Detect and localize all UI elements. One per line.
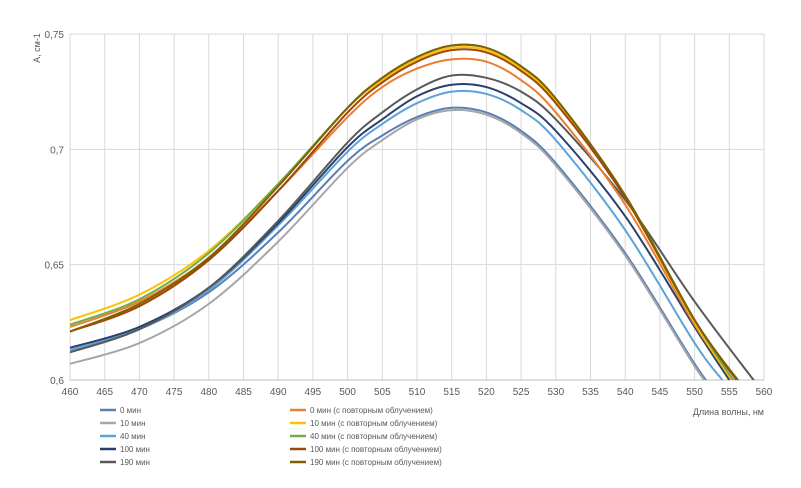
x-tick-label: 485 — [235, 387, 252, 398]
series-line — [70, 57, 735, 380]
x-tick-label: 470 — [131, 387, 148, 398]
chart-axes: 460 465 470 475 480 485 490 495 500 505 510 515 520 5… — [45, 30, 773, 398]
x-tick-label: 510 — [409, 387, 426, 398]
legend-entry: 0 мин — [120, 406, 141, 415]
chart-grid — [69, 33, 765, 381]
series-line — [70, 106, 707, 380]
y-tick-label: 0,65 — [45, 261, 65, 272]
x-tick-label: 530 — [547, 387, 564, 398]
x-tick-label: 520 — [478, 387, 495, 398]
x-tick-label: 525 — [513, 387, 530, 398]
x-tick-label: 550 — [686, 387, 703, 398]
x-tick-label: 560 — [756, 387, 773, 398]
x-tick-label: 460 — [62, 387, 79, 398]
x-tick-label: 505 — [374, 387, 391, 398]
legend-entry: 10 мин (с повторным облучением) — [310, 419, 438, 428]
legend-entry: 100 мин — [120, 445, 150, 454]
x-tick-label: 500 — [339, 387, 356, 398]
chart-series — [70, 43, 755, 380]
legend-entry: 40 мин — [120, 432, 146, 441]
x-tick-label: 515 — [443, 387, 460, 398]
series-line — [70, 43, 740, 380]
x-tick-label: 465 — [96, 387, 113, 398]
series-line — [70, 48, 738, 380]
legend-entry: 10 мин — [120, 419, 146, 428]
x-tick-label: 540 — [617, 387, 634, 398]
legend-entry: 40 мин (с повторным облучением) — [310, 432, 438, 441]
x-tick-label: 475 — [166, 387, 183, 398]
x-tick-label: 480 — [200, 387, 217, 398]
y-tick-label: 0,6 — [50, 376, 64, 387]
x-tick-label: 535 — [582, 387, 599, 398]
y-tick-label: 0,75 — [45, 30, 65, 41]
x-tick-label: 495 — [305, 387, 322, 398]
x-tick-label: 545 — [652, 387, 669, 398]
series-line — [70, 89, 724, 380]
legend-entry: 190 мин (с повторным облучением) — [310, 458, 442, 467]
y-axis-label: А, см-1 — [32, 33, 42, 63]
legend-entry: 0 мин (с повторным облучением) — [310, 406, 433, 415]
x-tick-label: 555 — [721, 387, 738, 398]
series-line — [70, 108, 706, 380]
legend-entry: 190 мин — [120, 458, 150, 467]
x-axis-label: Длина волны, нм — [693, 407, 764, 417]
y-tick-label: 0,7 — [50, 145, 64, 156]
legend-entry: 100 мин (с повторным облучением) — [310, 445, 442, 454]
chart-legend: 0 мин 10 мин 40 мин 100 мин 190 мин 0 мин (с … — [100, 406, 442, 467]
x-tick-label: 490 — [270, 387, 287, 398]
